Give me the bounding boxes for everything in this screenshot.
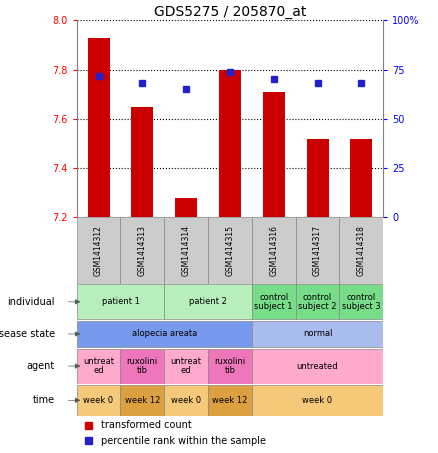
- Bar: [77, 321, 252, 347]
- Text: untreat
ed: untreat ed: [83, 357, 114, 376]
- Bar: [252, 284, 296, 319]
- Bar: [164, 385, 208, 416]
- Text: alopecia areata: alopecia areata: [132, 329, 197, 338]
- Text: GSM1414313: GSM1414313: [138, 225, 147, 276]
- Bar: [85, 422, 92, 429]
- Bar: [219, 70, 241, 217]
- Text: GSM1414312: GSM1414312: [94, 225, 103, 276]
- Title: GDS5275 / 205870_at: GDS5275 / 205870_at: [154, 5, 306, 19]
- Text: control
subject 2: control subject 2: [298, 293, 337, 311]
- Bar: [339, 284, 383, 319]
- Text: time: time: [32, 395, 55, 405]
- Text: individual: individual: [7, 297, 55, 307]
- Bar: [77, 349, 120, 384]
- Text: untreated: untreated: [297, 361, 339, 371]
- Bar: [252, 321, 383, 347]
- Text: patient 2: patient 2: [189, 297, 227, 306]
- Text: ruxolini
tib: ruxolini tib: [127, 357, 158, 376]
- Bar: [296, 217, 339, 284]
- Text: agent: agent: [27, 361, 55, 371]
- Bar: [131, 106, 153, 217]
- Text: normal: normal: [303, 329, 332, 338]
- Bar: [164, 217, 208, 284]
- Bar: [296, 284, 339, 319]
- Text: patient 1: patient 1: [102, 297, 139, 306]
- Text: disease state: disease state: [0, 329, 55, 339]
- Bar: [339, 217, 383, 284]
- Bar: [77, 385, 120, 416]
- Bar: [164, 284, 252, 319]
- Text: percentile rank within the sample: percentile rank within the sample: [101, 436, 266, 446]
- Bar: [307, 139, 328, 217]
- Text: GSM1414316: GSM1414316: [269, 225, 278, 276]
- Text: GSM1414314: GSM1414314: [182, 225, 191, 276]
- Bar: [164, 349, 208, 384]
- Bar: [350, 139, 372, 217]
- Bar: [120, 349, 164, 384]
- Bar: [208, 385, 252, 416]
- Bar: [252, 349, 383, 384]
- Text: control
subject 3: control subject 3: [342, 293, 381, 311]
- Text: control
subject 1: control subject 1: [254, 293, 293, 311]
- Bar: [208, 349, 252, 384]
- Text: week 0: week 0: [171, 396, 201, 405]
- Text: week 12: week 12: [212, 396, 247, 405]
- Bar: [88, 38, 110, 217]
- Bar: [120, 217, 164, 284]
- Text: week 0: week 0: [303, 396, 332, 405]
- Bar: [120, 385, 164, 416]
- Text: week 12: week 12: [125, 396, 160, 405]
- Text: transformed count: transformed count: [101, 420, 191, 430]
- Bar: [175, 198, 197, 217]
- Bar: [252, 385, 383, 416]
- Bar: [263, 92, 285, 217]
- Text: week 0: week 0: [84, 396, 113, 405]
- Text: GSM1414317: GSM1414317: [313, 225, 322, 276]
- Bar: [77, 284, 164, 319]
- Text: ruxolini
tib: ruxolini tib: [214, 357, 246, 376]
- Text: untreat
ed: untreat ed: [171, 357, 201, 376]
- Bar: [85, 437, 92, 444]
- Text: GSM1414318: GSM1414318: [357, 225, 366, 276]
- Bar: [77, 217, 120, 284]
- Bar: [252, 217, 296, 284]
- Text: GSM1414315: GSM1414315: [226, 225, 234, 276]
- Bar: [208, 217, 252, 284]
